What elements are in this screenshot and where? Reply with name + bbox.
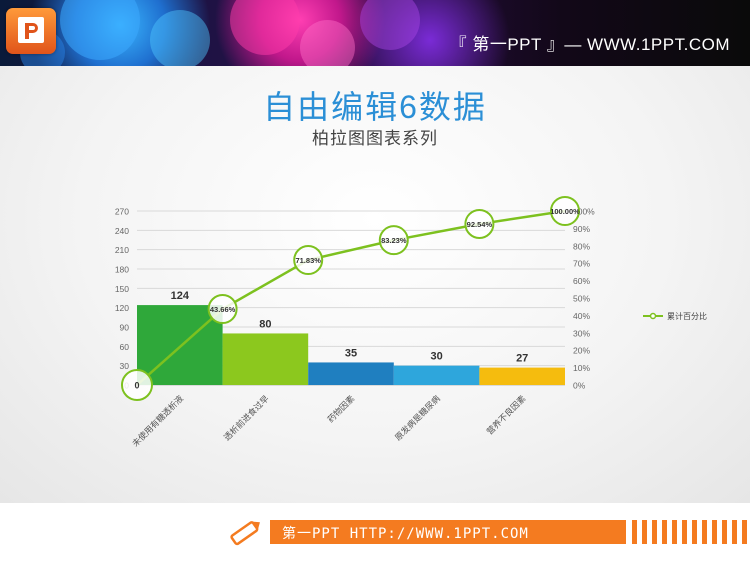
y-tick-label: 30 [120,361,130,371]
page-title: 自由编辑6数据 [263,89,487,125]
y2-tick-label: 20% [573,346,590,356]
line-point [207,294,238,325]
y2-tick-label: 60% [573,276,590,286]
line-point-label: 100.00% [550,207,580,216]
footer-text: 第一PPT HTTP://WWW.1PPT.COM [282,526,529,542]
line-point [378,225,409,256]
line-point [550,196,580,226]
line-point-label: 92.54% [467,220,493,229]
y2-tick-label: 100% [573,207,595,217]
powerpoint-icon [6,8,56,54]
pencil-icon [230,521,260,546]
y-tick-label: 180 [115,265,129,275]
line-point [121,369,153,401]
bar-value-label: 35 [345,347,357,359]
y-tick-label: 60 [120,342,130,352]
line-point-label: 0 [134,381,139,391]
y-tick-label: 270 [115,207,129,217]
y2-tick-label: 50% [573,294,590,304]
bar-value-label: 27 [516,353,528,365]
x-tick-label: 药物因素 [325,393,357,425]
legend-marker [649,312,657,320]
bar [479,367,565,385]
header-banner: 『 第一PPT 』— WWW.1PPT.COM [0,0,750,66]
line-point-label: 83.23% [381,236,407,245]
y-tick-label: 150 [115,284,129,294]
y2-tick-label: 30% [573,328,590,338]
footer-stripes [632,520,747,544]
x-tick-label: 营养不良因素 [484,393,528,437]
legend-label: 累计百分比 [667,311,707,321]
bar [222,333,309,385]
bar [308,362,394,385]
footer-bar [270,520,626,544]
y2-tick-label: 90% [573,224,590,234]
chart-area-background [0,66,750,503]
line-point [464,208,495,239]
page-subtitle: 柏拉图图表系列 [312,129,438,148]
y-tick-label: 120 [115,303,129,313]
line-point [293,245,324,276]
x-tick-label: 未使用有糖透析液 [130,393,186,449]
y-tick-label: 210 [115,245,129,255]
x-tick-label: 原发病是糖尿病 [393,393,443,443]
bar [393,365,480,385]
x-tick-label: 透析前进食过早 [222,393,272,443]
bar-value-label: 80 [259,318,271,330]
site-banner-text: 『 第一PPT 』— WWW.1PPT.COM [449,35,730,54]
line-point-label: 43.66% [210,305,236,314]
bar-value-label: 124 [171,290,190,302]
bar-value-label: 30 [430,351,442,363]
y2-tick-label: 80% [573,241,590,251]
y2-tick-label: 0% [573,381,586,391]
y-tick-label: 90 [120,323,130,333]
y-tick-label: 240 [115,226,129,236]
y2-tick-label: 40% [573,311,590,321]
y2-tick-label: 10% [573,363,590,373]
line-point-label: 71.83% [295,256,321,265]
y2-tick-label: 70% [573,259,590,269]
